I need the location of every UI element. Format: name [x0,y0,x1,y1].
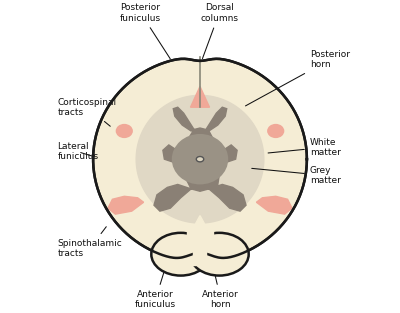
Text: Spinothalamic
tracts: Spinothalamic tracts [58,227,122,258]
Text: Anterior
horn: Anterior horn [202,245,239,309]
Polygon shape [221,145,237,162]
Polygon shape [154,107,246,211]
Ellipse shape [196,156,204,162]
Ellipse shape [151,233,210,275]
Text: Corticospinal
tracts: Corticospinal tracts [58,98,117,126]
Ellipse shape [190,233,249,275]
Polygon shape [180,147,220,172]
Polygon shape [256,196,292,214]
Polygon shape [163,145,179,162]
Ellipse shape [116,124,133,138]
Polygon shape [136,95,264,223]
Text: Posterior
horn: Posterior horn [246,50,350,106]
Polygon shape [93,59,307,258]
Polygon shape [194,216,206,262]
Ellipse shape [172,134,228,184]
Text: Dorsal
columns: Dorsal columns [200,3,238,59]
Polygon shape [187,229,213,264]
Ellipse shape [267,124,284,138]
Text: Anterior
funiculus: Anterior funiculus [135,249,176,309]
Text: White
matter: White matter [268,138,341,157]
Text: Lateral
funiculus: Lateral funiculus [58,142,99,162]
Polygon shape [190,86,210,107]
Polygon shape [108,196,144,214]
Text: Grey
matter: Grey matter [252,166,341,185]
Text: Posterior
funiculus: Posterior funiculus [120,3,170,59]
